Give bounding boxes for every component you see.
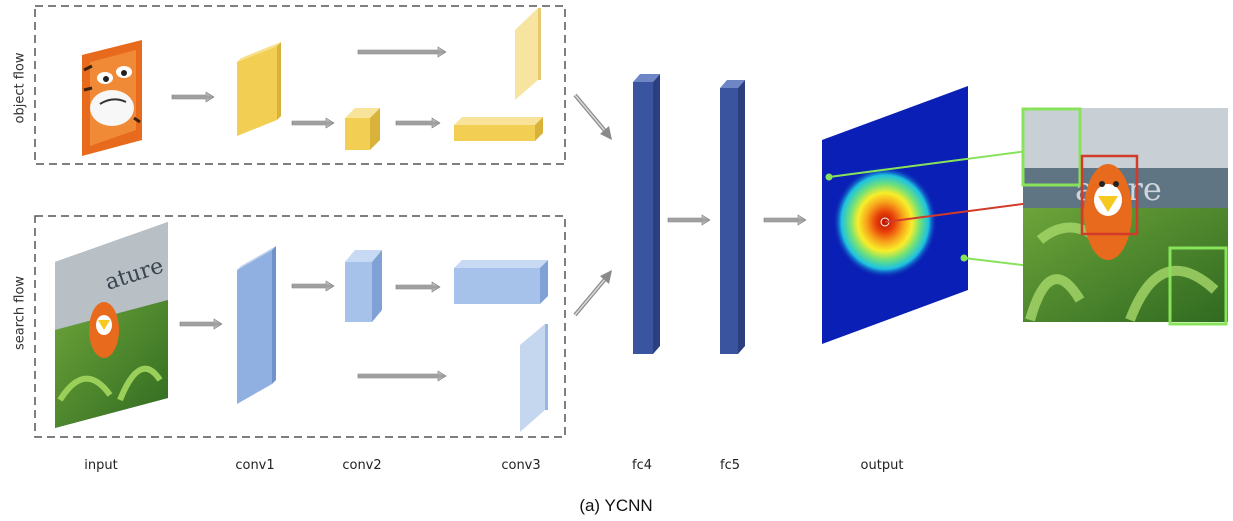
- layer-label-conv3: conv3: [501, 458, 541, 473]
- search-arrow-3: [395, 281, 441, 293]
- fc4-fc5-arrow: [667, 214, 711, 226]
- search-flow-box: [34, 215, 566, 438]
- red-box-target: [1080, 154, 1139, 236]
- layer-label-conv2: conv2: [342, 458, 382, 473]
- search-arrow-skip: [357, 370, 447, 382]
- layer-label-fc4: fc4: [632, 458, 652, 473]
- object-conv2-block: [345, 108, 380, 150]
- fc5-output-arrow: [763, 214, 807, 226]
- target-photo: ature: [1023, 108, 1228, 322]
- fc5-block: [720, 80, 745, 354]
- search-arrow-2: [291, 280, 335, 292]
- object-arrow-1: [171, 91, 215, 103]
- object-conv3-bar: [454, 117, 543, 141]
- search-arrow-1: [179, 318, 223, 330]
- search-conv1-block: [237, 246, 276, 404]
- layer-label-conv1: conv1: [235, 458, 275, 473]
- object-arrow-2: [291, 117, 335, 129]
- merge-arrow-search: [573, 270, 612, 317]
- figure-caption: (a) YCNN: [579, 496, 653, 515]
- object-conv3-plate: [515, 8, 541, 100]
- fc4-block: [633, 74, 660, 354]
- object-arrow-skip: [357, 46, 447, 58]
- layer-label-fc5: fc5: [720, 458, 740, 473]
- search-flow-label: search flow: [12, 275, 28, 351]
- search-conv2-block: [345, 250, 382, 322]
- layer-label-output: output: [860, 458, 904, 473]
- merge-arrow-object: [573, 93, 612, 140]
- object-flow-box: [34, 5, 566, 165]
- object-flow-label: object flow: [12, 52, 28, 124]
- search-conv3-box: [454, 260, 548, 304]
- object-input-patch: [82, 40, 142, 156]
- search-conv3-plate: [520, 324, 548, 432]
- layer-label-input: input: [84, 458, 118, 473]
- search-input-patch: ature: [55, 222, 168, 428]
- green-box-bottom: [1168, 246, 1228, 326]
- green-box-top: [1021, 107, 1082, 187]
- object-arrow-3: [395, 117, 441, 129]
- object-conv1-block: [237, 42, 281, 136]
